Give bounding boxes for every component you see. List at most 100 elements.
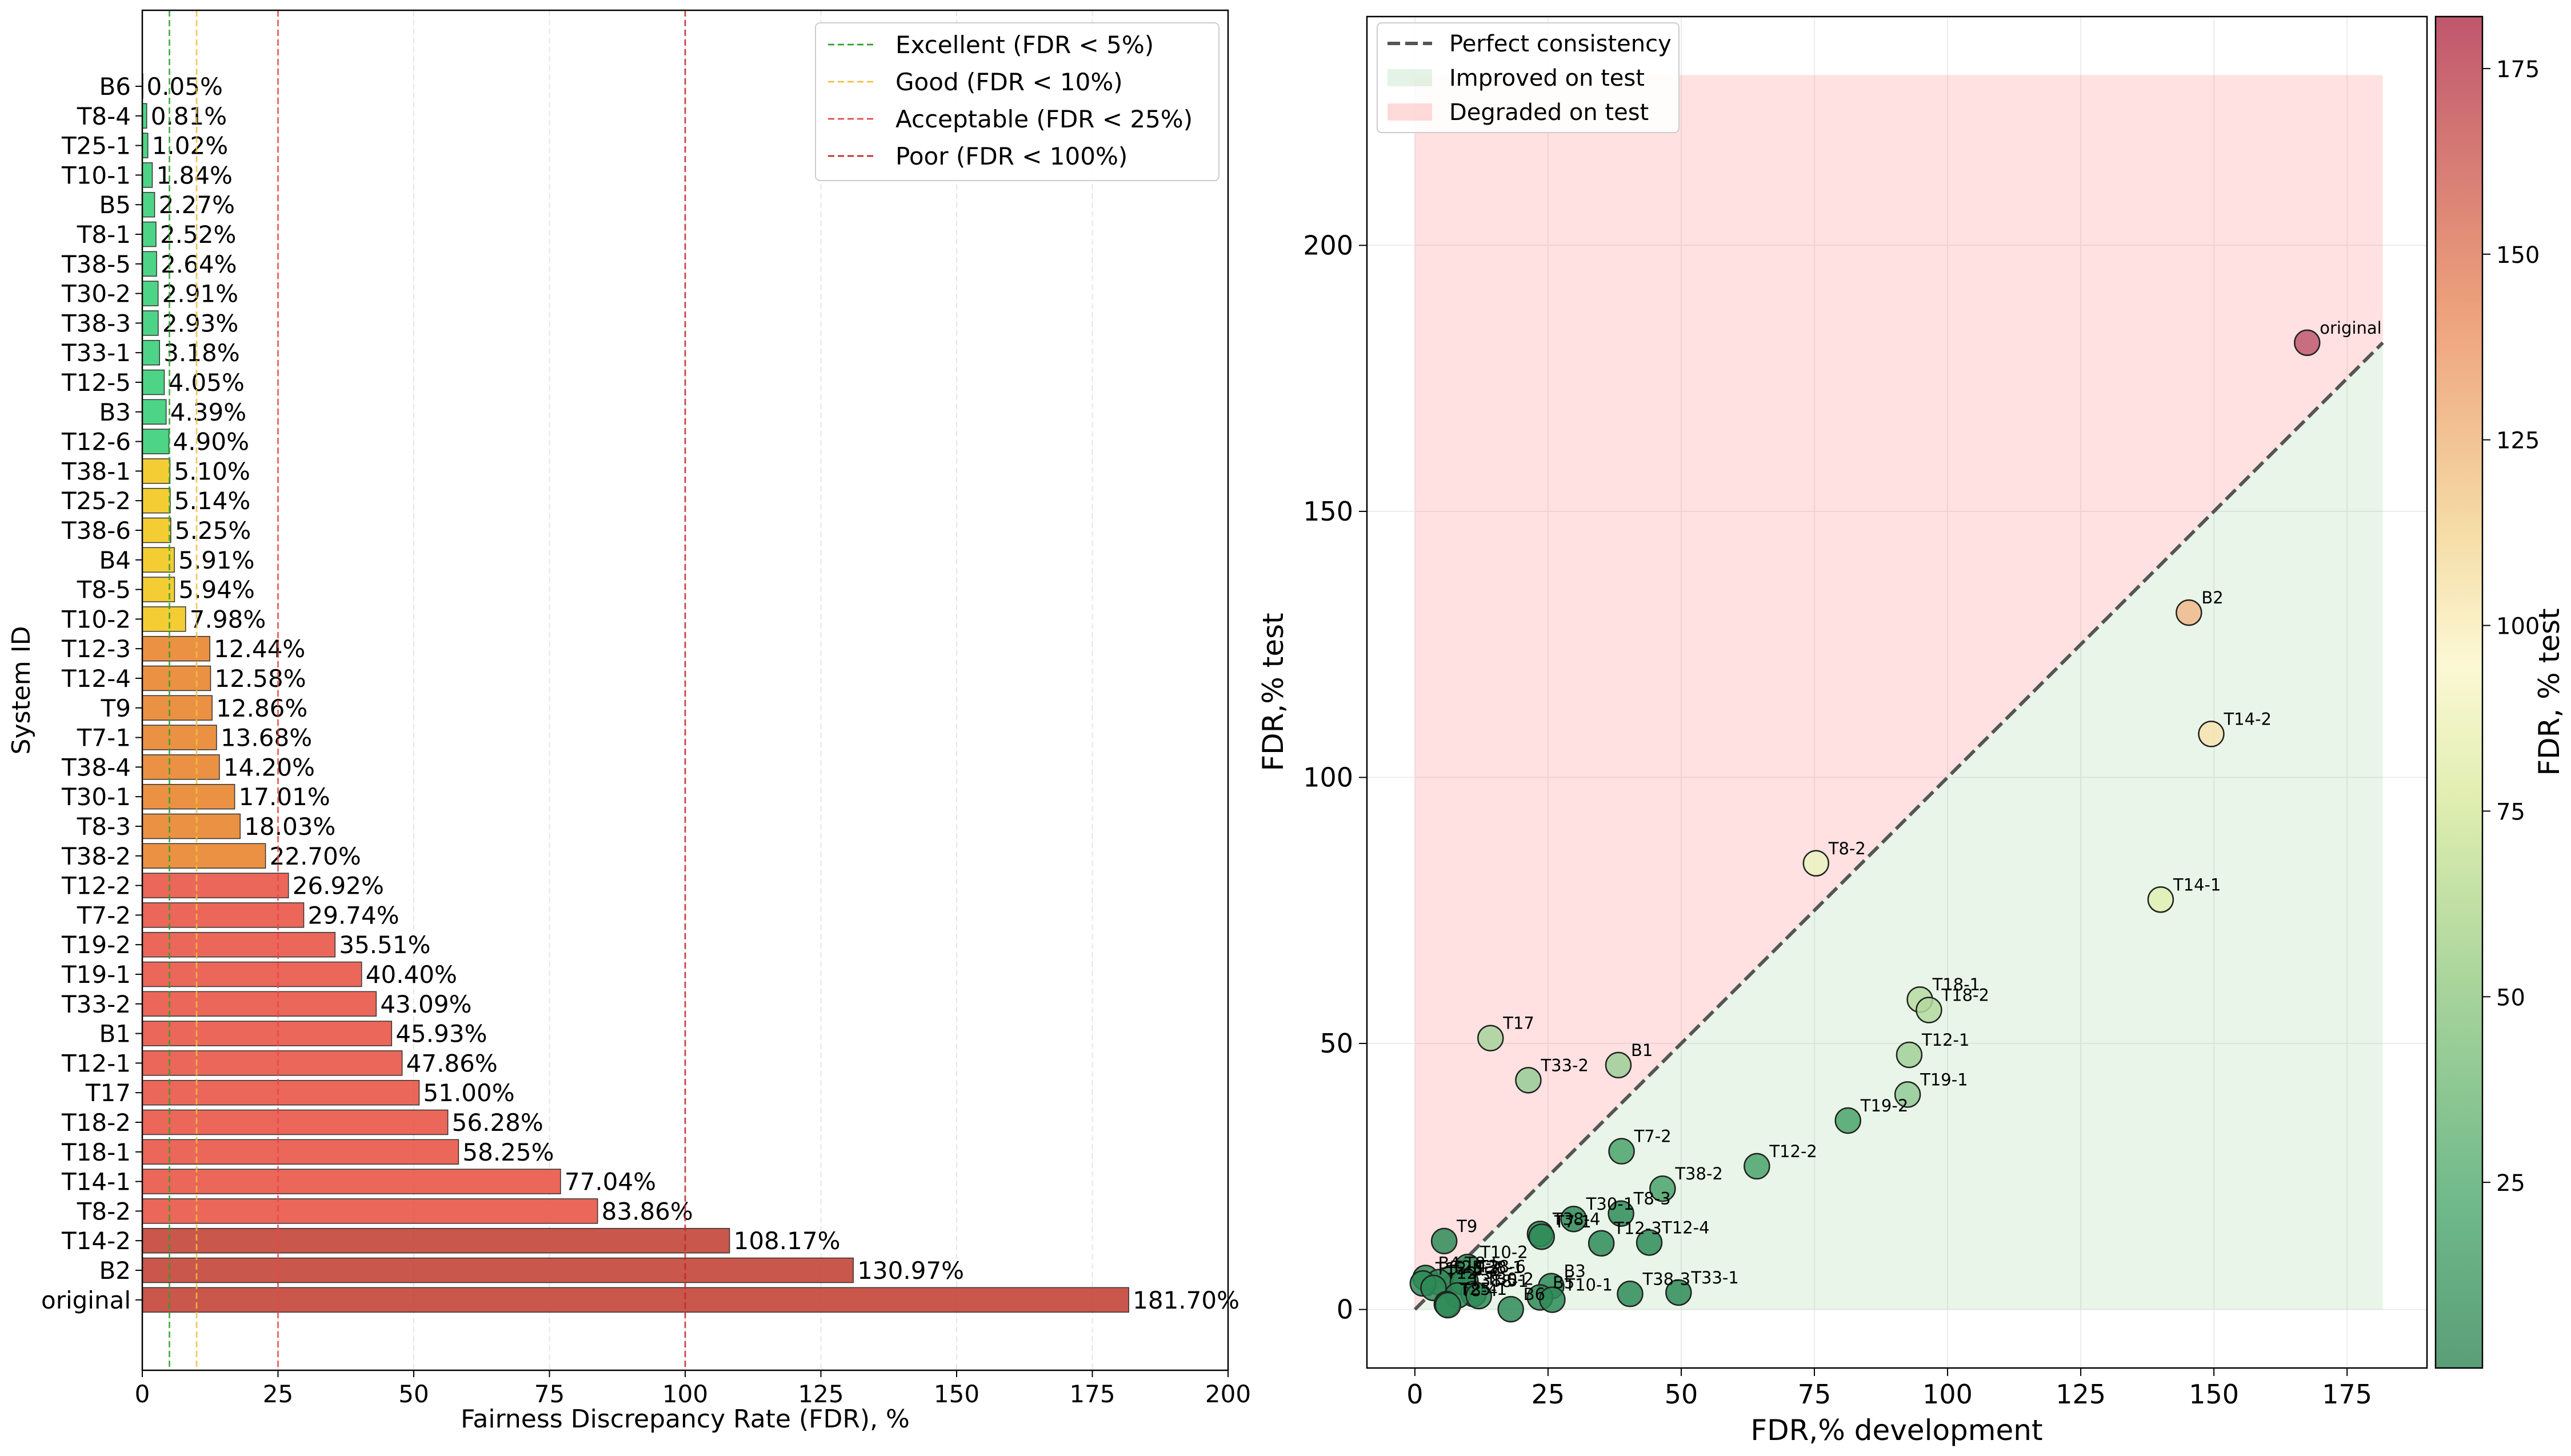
colorbar-tick-label: 175 xyxy=(2496,57,2540,83)
bar xyxy=(142,1021,393,1046)
scatter-chart-x-axis-label: FDR,% development xyxy=(1750,1414,2042,1447)
bar-value-label: 35.51% xyxy=(339,931,430,959)
bar-value-label: 51.00% xyxy=(423,1079,515,1107)
category-label: T38-1 xyxy=(61,457,131,485)
scatter-point xyxy=(1560,1205,1587,1233)
bar-value-label: 22.70% xyxy=(270,842,361,870)
category-label: T30-1 xyxy=(61,783,131,811)
bar xyxy=(142,1198,598,1224)
bar-value-label: 43.09% xyxy=(380,990,471,1018)
bar xyxy=(142,429,170,454)
scatter-point xyxy=(1539,1286,1566,1313)
category-label: B4 xyxy=(99,546,131,574)
category-label: T18-1 xyxy=(61,1138,131,1166)
bar-value-label: 1.02% xyxy=(152,132,228,160)
legend-box xyxy=(1377,22,1680,133)
bar-value-label: 12.58% xyxy=(215,665,306,693)
bar xyxy=(142,399,167,425)
category-label: T25-2 xyxy=(61,487,131,515)
bar-value-label: 108.17% xyxy=(734,1227,841,1255)
scatter-chart-y-axis-label: FDR,% test xyxy=(1257,613,1290,771)
bar xyxy=(142,487,171,514)
bar-value-label: 83.86% xyxy=(602,1197,693,1225)
category-label: T8-1 xyxy=(77,221,131,249)
bar xyxy=(142,725,217,750)
bar xyxy=(142,606,186,632)
scatter-point xyxy=(2147,886,2174,913)
scatter-point xyxy=(1528,1223,1555,1250)
bar xyxy=(142,931,336,958)
category-label: T8-2 xyxy=(77,1197,131,1225)
category-label: B2 xyxy=(99,1257,131,1285)
bar xyxy=(142,1109,449,1135)
x-tick-label: 75 xyxy=(1798,1379,1832,1410)
bar xyxy=(142,1139,459,1165)
point-label: T14-2 xyxy=(2223,709,2272,729)
y-tick-label: 0 xyxy=(1337,1294,1353,1325)
bar-value-label: 47.86% xyxy=(406,1049,498,1077)
point-label: T12-1 xyxy=(1921,1030,1970,1050)
bar xyxy=(142,902,305,928)
bar xyxy=(142,191,155,218)
category-label: T12-4 xyxy=(61,665,131,693)
category-label: T7-1 xyxy=(77,724,131,752)
scatter-point xyxy=(1434,1291,1461,1319)
x-tick-label: 125 xyxy=(798,1380,843,1408)
bar-value-label: 2.64% xyxy=(161,250,237,278)
bar-value-label: 5.91% xyxy=(178,546,254,574)
bar xyxy=(142,1287,1129,1313)
point-label: T30-1 xyxy=(1586,1194,1634,1214)
category-label: B5 xyxy=(99,191,131,219)
point-label: T33-2 xyxy=(1540,1055,1589,1075)
scatter-point xyxy=(1636,1229,1663,1256)
category-label: T8-3 xyxy=(77,813,131,841)
category-label: T30-2 xyxy=(61,280,131,308)
x-tick-label: 100 xyxy=(1922,1379,1973,1410)
bar-value-label: 13.68% xyxy=(221,724,312,752)
point-label: T8-3 xyxy=(1633,1189,1671,1209)
scatter-point xyxy=(2198,721,2225,747)
colorbar-tick-label: 75 xyxy=(2496,799,2525,825)
category-label: T25-1 xyxy=(61,132,131,160)
bar-value-label: 56.28% xyxy=(452,1109,543,1137)
colorbar-tick-label: 50 xyxy=(2496,985,2525,1011)
scatter-chart-shaded-regions xyxy=(1414,75,2383,1310)
point-label: T8-4 xyxy=(1460,1281,1498,1300)
bar-chart-threshold-lines xyxy=(169,10,686,1370)
legend-swatch xyxy=(1388,69,1432,86)
bar-chart-y-axis-label: System ID xyxy=(7,626,36,755)
category-label: T8-5 xyxy=(77,576,131,604)
legend-label: Acceptable (FDR < 25%) xyxy=(895,105,1193,133)
bar-value-label: 12.44% xyxy=(214,635,305,663)
legend-label: Improved on test xyxy=(1449,65,1645,91)
y-tick-label: 50 xyxy=(1320,1028,1353,1059)
bar-value-label: 58.25% xyxy=(462,1138,554,1166)
bar-value-label: 26.92% xyxy=(293,872,384,900)
bar-value-label: 40.40% xyxy=(366,961,457,989)
x-tick-label: 150 xyxy=(934,1380,979,1408)
category-label: T12-2 xyxy=(61,872,131,900)
bar-value-label: 2.52% xyxy=(160,221,236,249)
category-label: T12-6 xyxy=(61,428,131,456)
point-label: B3 xyxy=(1564,1262,1586,1281)
bar-chart-legend: Excellent (FDR < 5%) Good (FDR < 10%) Acce… xyxy=(815,22,1219,181)
scatter-point xyxy=(1665,1279,1692,1306)
bar xyxy=(142,635,210,662)
colorbar-tick-label: 125 xyxy=(2496,428,2540,454)
category-label: B3 xyxy=(99,398,131,426)
scatter-point xyxy=(1430,1227,1458,1255)
bar-value-label: 4.39% xyxy=(170,398,246,426)
x-tick-label: 50 xyxy=(398,1380,429,1408)
scatter-chart-points xyxy=(1409,329,2321,1323)
bar xyxy=(142,961,362,987)
category-label: T12-3 xyxy=(61,635,131,663)
category-label: T9 xyxy=(101,694,131,722)
point-label: T18-2 xyxy=(1941,986,1989,1005)
point-label: B6 xyxy=(1524,1285,1545,1304)
point-label: T10-2 xyxy=(1480,1242,1528,1262)
bar-chart-x-ticks: 0 25 50 75 100 125 150 175 200 xyxy=(135,1370,1251,1408)
bar-chart-x-axis-label: Fairness Discrepancy Rate (FDR), % xyxy=(461,1405,910,1434)
y-tick-label: 100 xyxy=(1303,762,1353,793)
category-label: T18-2 xyxy=(61,1109,131,1137)
bar-value-label: 181.70% xyxy=(1133,1286,1239,1314)
